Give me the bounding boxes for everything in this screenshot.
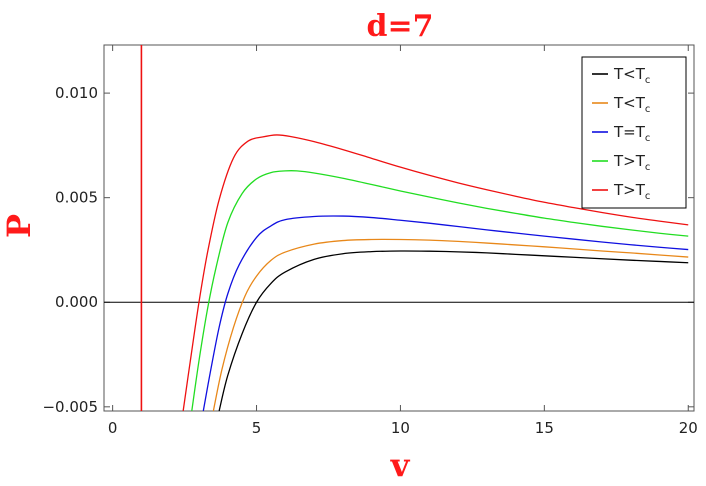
plot-frame — [103, 44, 695, 412]
y-tick-label: 0.000 — [55, 293, 98, 311]
curves — [140, 45, 689, 412]
legend-label: T<Tc — [613, 94, 650, 115]
x-tick-label: 5 — [252, 419, 262, 437]
series-line-5 — [182, 134, 689, 412]
series-line-2 — [212, 238, 689, 412]
x-tick-label: 0 — [108, 419, 118, 437]
legend-label: T<Tc — [613, 65, 650, 86]
series-line-1 — [218, 250, 689, 412]
series-line-3 — [202, 215, 689, 412]
axis-ticks: 0 5 10 15 20 −0.005 0.000 0.005 0.010 — [42, 45, 698, 437]
x-tick-label: 20 — [679, 419, 698, 437]
y-tick-label: −0.005 — [42, 398, 98, 416]
chart-title: d=7 — [367, 9, 434, 44]
x-tick-label: 15 — [535, 419, 554, 437]
legend-label: T=Tc — [613, 123, 650, 144]
legend-label: T>Tc — [613, 152, 650, 173]
legend-label: T>Tc — [613, 181, 650, 202]
x-tick-label: 10 — [391, 419, 410, 437]
y-tick-label: 0.005 — [55, 189, 98, 207]
legend: T<Tc T<Tc T=Tc T>Tc T>Tc — [581, 56, 687, 209]
y-tick-label: 0.010 — [55, 84, 98, 102]
x-axis-label: v — [390, 446, 411, 484]
y-axis-label: P — [0, 214, 38, 238]
series-line-4 — [191, 170, 689, 412]
